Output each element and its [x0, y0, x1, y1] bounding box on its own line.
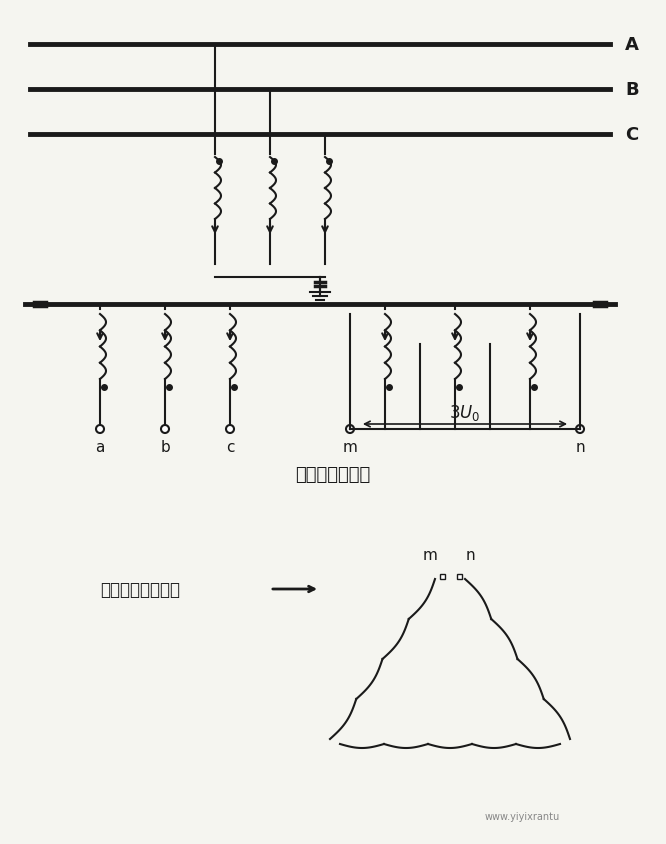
Text: www.yiyixrantu: www.yiyixrantu	[485, 811, 560, 821]
Text: 开口三角的开口: 开口三角的开口	[296, 465, 370, 484]
Text: m: m	[422, 547, 438, 562]
Text: B: B	[625, 81, 639, 99]
Text: C: C	[625, 126, 638, 143]
Circle shape	[96, 425, 104, 434]
Text: 为啥叫开口三角形: 为啥叫开口三角形	[100, 581, 180, 598]
Text: m: m	[342, 440, 358, 455]
Text: A: A	[625, 36, 639, 54]
Circle shape	[226, 425, 234, 434]
Text: $3U_0$: $3U_0$	[450, 403, 481, 423]
Text: c: c	[226, 440, 234, 455]
Text: n: n	[465, 547, 475, 562]
Bar	[440, 574, 445, 579]
Text: n: n	[575, 440, 585, 455]
Circle shape	[576, 425, 584, 434]
Bar	[457, 574, 462, 579]
Circle shape	[161, 425, 169, 434]
Text: a: a	[95, 440, 105, 455]
Circle shape	[346, 425, 354, 434]
Text: b: b	[160, 440, 170, 455]
